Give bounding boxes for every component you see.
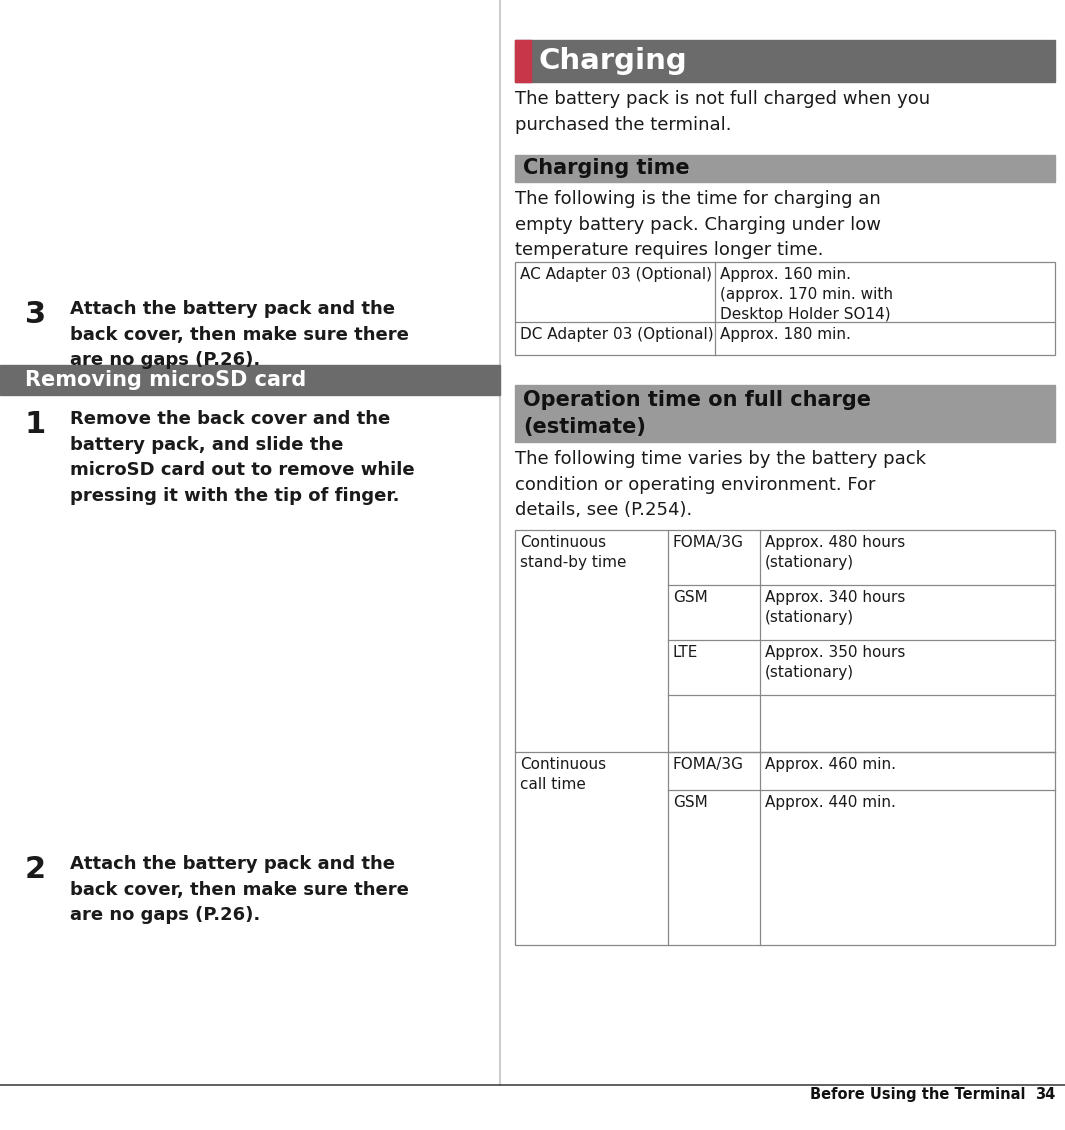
Text: Approx. 460 min.: Approx. 460 min. bbox=[765, 757, 896, 772]
Text: Operation time on full charge: Operation time on full charge bbox=[523, 390, 871, 409]
Text: Approx. 160 min.
(approx. 170 min. with
Desktop Holder SO14): Approx. 160 min. (approx. 170 min. with … bbox=[720, 267, 892, 322]
Text: LTE: LTE bbox=[673, 645, 699, 660]
Text: Attach the battery pack and the
back cover, then make sure there
are no gaps (P.: Attach the battery pack and the back cov… bbox=[70, 855, 409, 924]
Text: Approx. 440 min.: Approx. 440 min. bbox=[765, 796, 896, 810]
Bar bbox=[515, 530, 1055, 945]
Bar bbox=[0, 365, 499, 396]
Text: The following time varies by the battery pack
condition or operating environment: The following time varies by the battery… bbox=[515, 450, 925, 520]
Text: GSM: GSM bbox=[673, 796, 708, 810]
Text: 3: 3 bbox=[24, 299, 46, 329]
Text: 34: 34 bbox=[1035, 1087, 1055, 1102]
Text: Approx. 340 hours
(stationary): Approx. 340 hours (stationary) bbox=[765, 590, 905, 625]
Text: AC Adapter 03 (Optional): AC Adapter 03 (Optional) bbox=[520, 267, 712, 282]
Text: Approx. 180 min.: Approx. 180 min. bbox=[720, 327, 851, 342]
Text: (estimate): (estimate) bbox=[523, 417, 645, 437]
Text: Continuous
stand-by time: Continuous stand-by time bbox=[520, 534, 626, 570]
Text: The battery pack is not full charged when you
purchased the terminal.: The battery pack is not full charged whe… bbox=[515, 90, 930, 133]
Text: The following is the time for charging an
empty battery pack. Charging under low: The following is the time for charging a… bbox=[515, 190, 881, 260]
Text: FOMA/3G: FOMA/3G bbox=[673, 534, 744, 550]
Bar bbox=[515, 40, 1055, 82]
Text: Continuous
call time: Continuous call time bbox=[520, 757, 606, 792]
Text: Charging time: Charging time bbox=[523, 158, 690, 179]
Text: Removing microSD card: Removing microSD card bbox=[24, 370, 307, 390]
Bar bbox=[515, 385, 1055, 442]
Text: FOMA/3G: FOMA/3G bbox=[673, 757, 744, 772]
Bar bbox=[515, 262, 1055, 355]
Text: 1: 1 bbox=[24, 410, 46, 438]
Text: Charging: Charging bbox=[539, 47, 688, 75]
Bar bbox=[515, 155, 1055, 182]
Text: Approx. 350 hours
(stationary): Approx. 350 hours (stationary) bbox=[765, 645, 905, 680]
Text: Remove the back cover and the
battery pack, and slide the
microSD card out to re: Remove the back cover and the battery pa… bbox=[70, 410, 414, 505]
Text: Before Using the Terminal: Before Using the Terminal bbox=[810, 1087, 1026, 1102]
Text: Attach the battery pack and the
back cover, then make sure there
are no gaps (P.: Attach the battery pack and the back cov… bbox=[70, 299, 409, 370]
Text: Approx. 480 hours
(stationary): Approx. 480 hours (stationary) bbox=[765, 534, 905, 570]
Text: 2: 2 bbox=[24, 855, 46, 884]
Bar bbox=[515, 40, 531, 82]
Text: DC Adapter 03 (Optional): DC Adapter 03 (Optional) bbox=[520, 327, 714, 342]
Text: GSM: GSM bbox=[673, 590, 708, 605]
